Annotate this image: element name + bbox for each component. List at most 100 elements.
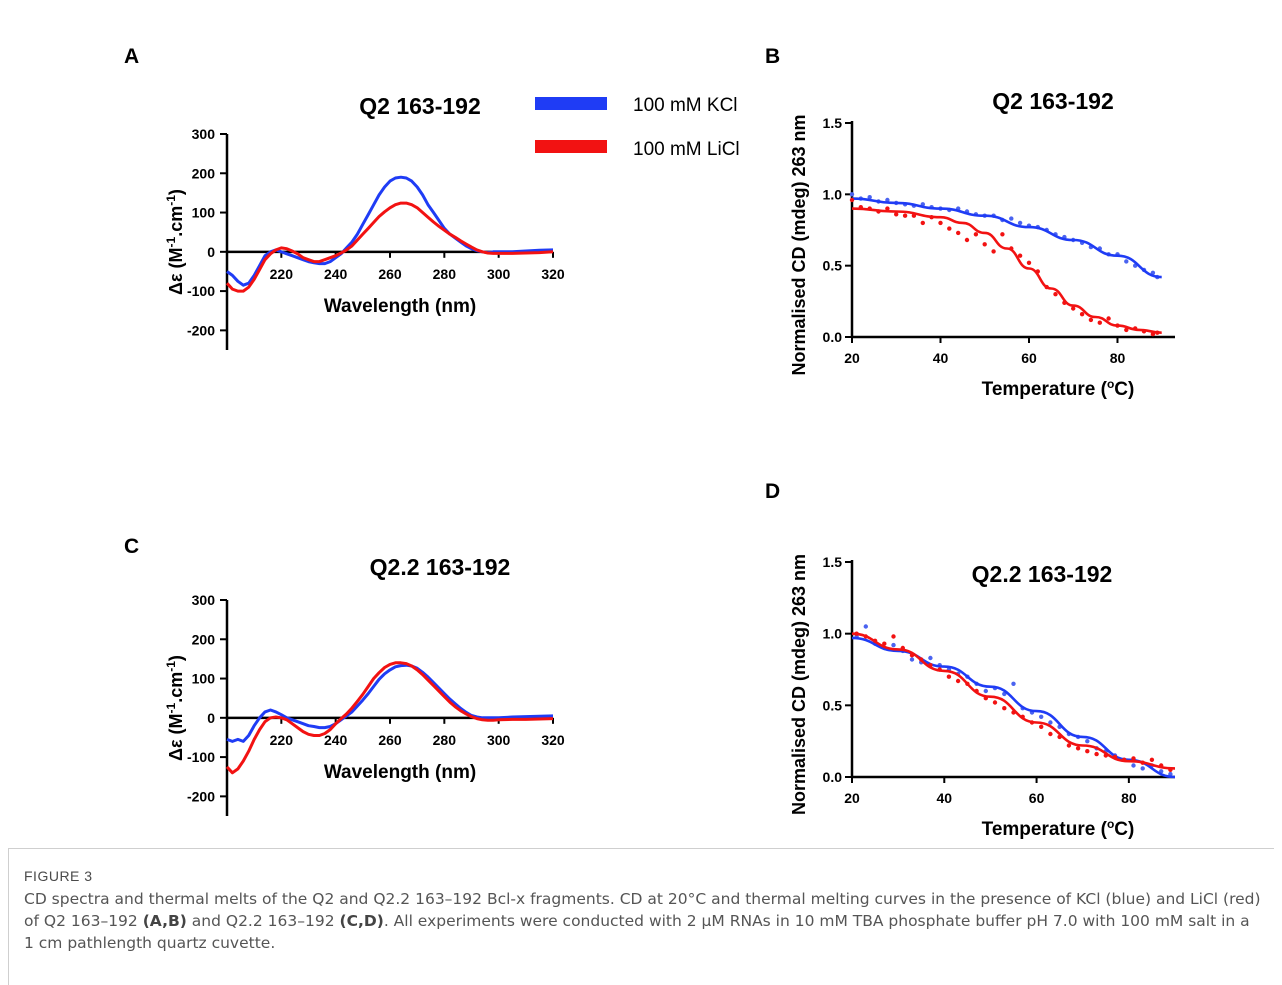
caption-text-1: CD spectra and thermal melts of the Q2 a… xyxy=(24,890,1261,930)
data-point-d-0 xyxy=(1048,720,1053,725)
data-point-d-0 xyxy=(928,655,933,661)
x-axis-label-b: Temperature (oC) xyxy=(982,377,1135,400)
y-axis-label-b: Normalised CD (mdeg) 263 nm xyxy=(789,114,809,375)
data-point-d-0 xyxy=(1168,771,1173,777)
x-axis-label-c: Wavelength (nm) xyxy=(324,762,476,783)
chart-title-c: Q2.2 163-192 xyxy=(370,554,511,580)
data-point-b-1 xyxy=(991,249,996,254)
data-point-d-1 xyxy=(946,674,952,679)
caption-text-3: . All experiments were conducted with 2 … xyxy=(24,912,1250,952)
data-point-d-0 xyxy=(1140,766,1145,771)
fit-line-d-0 xyxy=(851,636,1176,779)
data-point-b-1 xyxy=(1053,292,1058,297)
panel-label-d: D xyxy=(765,480,780,503)
fit-line-b-0 xyxy=(851,197,1162,279)
x-tick-label-c: 220 xyxy=(270,732,294,748)
x-tick-label-b: 40 xyxy=(933,350,949,366)
data-point-d-1 xyxy=(1002,706,1007,711)
data-point-d-0 xyxy=(1039,714,1044,719)
data-point-b-1 xyxy=(920,220,925,226)
x-tick-label-d: 20 xyxy=(844,790,860,806)
data-point-b-1 xyxy=(849,197,855,203)
y-tick-label-c: 0 xyxy=(207,710,215,726)
y-tick-label-c: -100 xyxy=(187,749,215,765)
x-tick-label-a: 260 xyxy=(378,266,402,282)
x-tick-label-c: 280 xyxy=(433,732,457,748)
x-tick-label-c: 320 xyxy=(541,732,565,748)
y-axis-label-d: Normalised CD (mdeg) 263 nm xyxy=(789,554,809,815)
y-tick-label-a: -100 xyxy=(187,283,215,299)
data-point-d-0 xyxy=(1085,739,1090,744)
data-point-b-1 xyxy=(1079,312,1085,317)
y-tick-label-c: 300 xyxy=(192,592,216,608)
y-tick-label-a: 200 xyxy=(192,165,216,181)
figure-label: FIGURE 3 xyxy=(24,868,93,884)
data-point-b-1 xyxy=(964,237,970,243)
chart-d: Q2.2 163-192 0.0 0.5 1.0 1.5 20 40 60 80 Temperat… xyxy=(789,554,1176,840)
data-point-d-1 xyxy=(891,634,896,639)
series-line-a-1 xyxy=(225,201,554,293)
data-point-b-1 xyxy=(938,220,943,226)
data-point-d-1 xyxy=(1149,757,1155,762)
data-point-d-1 xyxy=(1039,724,1044,729)
series-line-c-0 xyxy=(226,663,554,743)
legend: 100 mM KCl 100 mM LiCl xyxy=(535,95,740,160)
caption-divider xyxy=(8,848,1274,849)
data-point-d-0 xyxy=(863,624,868,629)
caption-ref-cd: (C,D) xyxy=(339,912,384,930)
chart-title-b: Q2 163-192 xyxy=(992,88,1113,114)
chart-a: Q2 163-192 -200 -100 0 100 200 300 220 240 260 280… xyxy=(164,93,565,350)
data-point-d-0 xyxy=(983,688,988,694)
data-point-b-1 xyxy=(902,213,908,218)
figure-3-plots: A B C D 100 mM KCl 100 mM LiCl Q2 163-19… xyxy=(124,45,1176,840)
data-point-b-1 xyxy=(1106,316,1111,321)
x-tick-label-a: 240 xyxy=(324,266,348,282)
data-point-d-0 xyxy=(1011,681,1016,686)
data-point-b-1 xyxy=(1017,253,1023,258)
chart-b: Q2 163-192 0.0 0.5 1.0 1.5 20 40 60 80 Temperatur… xyxy=(789,88,1175,400)
y-tick-label-d: 1.5 xyxy=(823,554,843,570)
chart-title-d: Q2.2 163-192 xyxy=(972,561,1113,587)
y-axis-label-c: Δε (M-1.cm-1) xyxy=(164,655,186,761)
data-point-b-1 xyxy=(1124,327,1129,333)
y-axis-label-a: Δε (M-1.cm-1) xyxy=(164,189,186,295)
data-point-d-1 xyxy=(1066,743,1072,748)
x-tick-label-d: 60 xyxy=(1029,790,1045,806)
data-point-b-0 xyxy=(1150,270,1156,275)
x-tick-label-a: 300 xyxy=(487,266,511,282)
data-point-b-1 xyxy=(982,242,987,247)
series-line-c-1 xyxy=(225,661,554,775)
data-point-d-1 xyxy=(882,641,887,646)
x-tick-label-a: 280 xyxy=(433,266,457,282)
caption-text-2: and Q2.2 163–192 xyxy=(186,912,340,930)
legend-swatch-licl xyxy=(535,140,607,153)
data-point-b-0 xyxy=(849,192,855,197)
y-tick-label-b: 0.5 xyxy=(823,258,843,274)
data-point-b-1 xyxy=(973,232,979,237)
data-point-b-0 xyxy=(1017,220,1023,226)
fit-line-b-1 xyxy=(851,207,1162,334)
y-tick-label-b: 0.0 xyxy=(823,329,843,345)
x-tick-label-c: 300 xyxy=(487,732,511,748)
data-point-d-1 xyxy=(1094,751,1099,757)
legend-label-licl: 100 mM LiCl xyxy=(633,139,740,160)
x-tick-label-d: 40 xyxy=(936,790,952,806)
x-tick-label-b: 80 xyxy=(1110,350,1126,366)
caption-left-rule xyxy=(8,848,9,985)
data-point-d-1 xyxy=(1075,746,1081,751)
data-point-b-1 xyxy=(894,212,899,217)
chart-c: Q2.2 163-192 -200 -100 0 100 200 300 220 240 260 2… xyxy=(164,554,565,816)
data-point-d-1 xyxy=(1085,749,1090,754)
x-tick-label-b: 20 xyxy=(844,350,860,366)
y-tick-label-a: -200 xyxy=(187,322,215,338)
legend-label-kcl: 100 mM KCl xyxy=(633,95,738,116)
y-tick-label-d: 1.0 xyxy=(823,626,843,642)
panel-label-b: B xyxy=(765,45,780,68)
data-point-b-1 xyxy=(1097,320,1103,325)
panel-label-a: A xyxy=(124,45,139,68)
data-point-d-1 xyxy=(992,700,998,705)
data-point-b-1 xyxy=(956,230,961,236)
data-point-b-1 xyxy=(1088,317,1094,323)
x-tick-label-c: 260 xyxy=(378,732,402,748)
